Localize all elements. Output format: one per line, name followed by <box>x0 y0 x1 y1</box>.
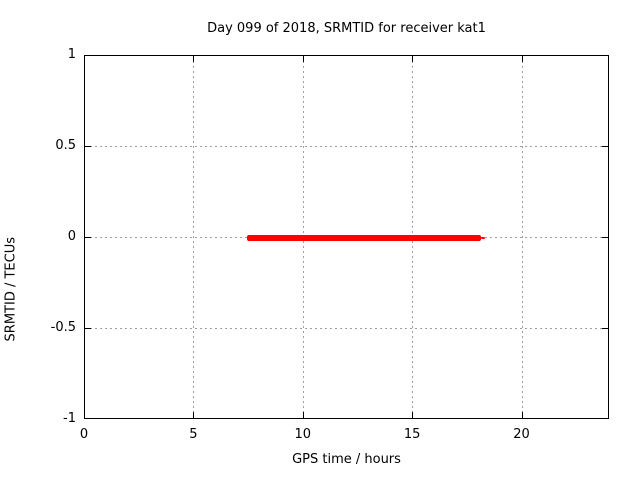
y-tickmark-left <box>85 146 91 147</box>
x-tick-label: 10 <box>294 427 312 442</box>
x-gridline <box>193 56 195 420</box>
y-tickmark-left <box>85 237 91 238</box>
x-tick-label: 0 <box>79 427 89 442</box>
x-tickmark-top <box>302 56 304 62</box>
y-tickmark-right <box>602 237 608 238</box>
y-gridline <box>85 146 610 147</box>
y-tick-label: 0.5 <box>55 138 76 153</box>
y-tick-label: -1 <box>63 411 76 426</box>
x-axis-label: GPS time / hours <box>292 452 401 467</box>
x-tickmark-bottom <box>412 412 414 418</box>
y-tick-label: 0 <box>67 229 76 244</box>
series-line-srmtid <box>246 235 481 241</box>
chart-title: Day 099 of 2018, SRMTID for receiver kat… <box>207 21 486 36</box>
x-tick-label: 5 <box>189 427 198 442</box>
y-tickmark-left <box>85 328 91 329</box>
series-line-srmtid <box>480 237 486 239</box>
plot-area <box>84 55 610 420</box>
y-axis-label-text: SRMTID / TECUs <box>3 236 18 342</box>
x-tickmark-bottom <box>521 412 523 418</box>
x-tickmark-top <box>193 56 195 62</box>
y-tick-label: 1 <box>67 47 76 62</box>
y-tickmark-right <box>602 328 608 329</box>
x-tick-label: 20 <box>513 427 530 442</box>
x-tickmark-top <box>412 56 414 62</box>
x-tickmark-bottom <box>193 412 195 418</box>
x-tick-label: 15 <box>403 427 421 442</box>
y-tick-label: -0.5 <box>50 320 76 335</box>
y-tickmark-right <box>602 146 608 147</box>
x-gridline <box>521 56 523 420</box>
x-tickmark-bottom <box>302 412 304 418</box>
y-gridline <box>85 328 610 329</box>
x-tickmark-top <box>521 56 523 62</box>
